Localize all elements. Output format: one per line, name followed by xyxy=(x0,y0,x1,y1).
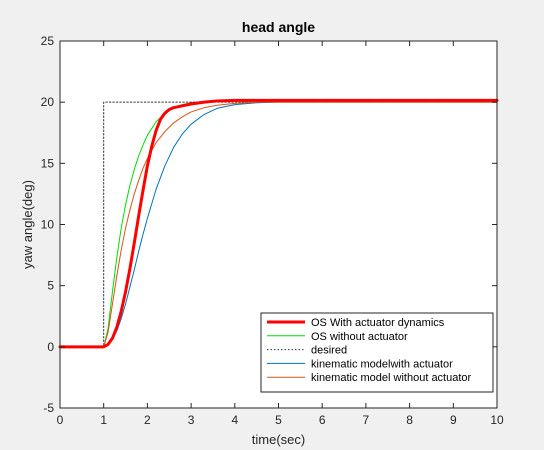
legend-label: kinematic modelwith actuator xyxy=(311,358,453,370)
legend-box xyxy=(260,312,494,393)
legend: OS With actuator dynamics OS without actu… xyxy=(260,312,494,393)
series-line-0 xyxy=(58,98,499,349)
y-tick-label: 10 xyxy=(41,218,55,232)
x-tick-label: 9 xyxy=(450,413,457,427)
series-line-4 xyxy=(59,101,498,348)
y-tick-label: 25 xyxy=(41,34,55,48)
y-axis-label: yaw angle(deg) xyxy=(20,180,35,269)
x-tick-label: 4 xyxy=(231,413,238,427)
chart-title: head angle xyxy=(242,19,315,35)
y-tick-label: 0 xyxy=(47,340,54,354)
y-tick-label: -5 xyxy=(43,401,54,415)
series-layer xyxy=(58,98,499,349)
legend-label: kinematic model without actuator xyxy=(311,372,472,384)
x-tick-label: 1 xyxy=(100,413,107,427)
x-tick-label: 6 xyxy=(319,413,326,427)
x-tick-label: 7 xyxy=(363,413,370,427)
y-tick-label: 5 xyxy=(47,279,54,293)
x-tick-label: 3 xyxy=(188,413,195,427)
legend-label: OS With actuator dynamics xyxy=(311,317,445,329)
legend-label: desired xyxy=(311,345,347,357)
x-axis-label: time(sec) xyxy=(252,432,305,447)
y-tick-label: 20 xyxy=(41,95,55,109)
x-tick-label: 10 xyxy=(490,413,504,427)
y-tick-label: 15 xyxy=(41,156,55,170)
x-tick-label: 5 xyxy=(275,413,282,427)
x-tick-label: 0 xyxy=(57,413,64,427)
x-tick-label: 8 xyxy=(406,413,413,427)
legend-label: OS without actuator xyxy=(311,331,408,343)
x-tick-label: 2 xyxy=(144,413,151,427)
